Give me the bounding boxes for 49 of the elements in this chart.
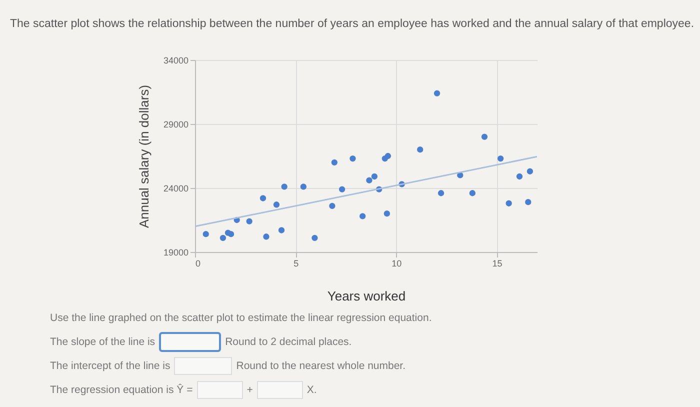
- point: [469, 190, 476, 196]
- point: [331, 159, 338, 166]
- y-tick-label: 19000: [163, 248, 188, 258]
- point: [260, 195, 266, 202]
- x-tick-label: 15: [492, 258, 502, 268]
- point: [278, 227, 285, 234]
- text: Round to 2 decimal places.: [225, 336, 352, 348]
- y-tick-label: 24000: [163, 184, 188, 194]
- point: [263, 234, 270, 240]
- point: [438, 190, 444, 196]
- point: [202, 231, 209, 238]
- point: [350, 155, 356, 162]
- point: [273, 202, 280, 208]
- point: [506, 200, 512, 206]
- x-tick-label: 0: [196, 258, 201, 268]
- point: [371, 173, 378, 180]
- point: [417, 146, 424, 153]
- point: [228, 231, 234, 238]
- text: The slope of the line is: [50, 336, 156, 348]
- point: [246, 218, 252, 224]
- text: +: [246, 384, 253, 396]
- text: The intercept of the line is: [50, 360, 170, 372]
- point: [481, 134, 488, 140]
- point: [220, 234, 226, 241]
- point: [498, 155, 504, 162]
- point: [338, 186, 346, 192]
- point: [384, 152, 392, 160]
- point: [360, 213, 366, 220]
- point: [329, 202, 336, 209]
- text: Use the line graphed on the scatter plot to estimate the linear regression equation.: [50, 312, 432, 324]
- x-tick-label: 10: [392, 258, 402, 268]
- point: [312, 234, 318, 241]
- x-axis-title: Years worked: [327, 288, 406, 304]
- point: [526, 168, 534, 174]
- y-tick-label: 34000: [163, 56, 188, 66]
- point: [525, 199, 532, 206]
- point: [516, 173, 523, 180]
- chart-title: The scatter plot shows the relationship between the number of years an employee has worked and the annual salary of that employee.: [10, 17, 695, 32]
- point: [281, 184, 288, 190]
- text: X.: [306, 384, 317, 396]
- text: Round to the nearest whole number.: [236, 360, 406, 372]
- y-tick-label: 29000: [163, 120, 188, 130]
- point: [300, 184, 307, 190]
- y-axis-title: Annual salary (in dollars): [136, 84, 152, 228]
- x-tick-label: 5: [294, 258, 299, 268]
- point: [366, 177, 372, 184]
- point: [384, 210, 390, 217]
- point: [434, 90, 440, 96]
- text: The regression equation is Ŷ =: [50, 384, 193, 396]
